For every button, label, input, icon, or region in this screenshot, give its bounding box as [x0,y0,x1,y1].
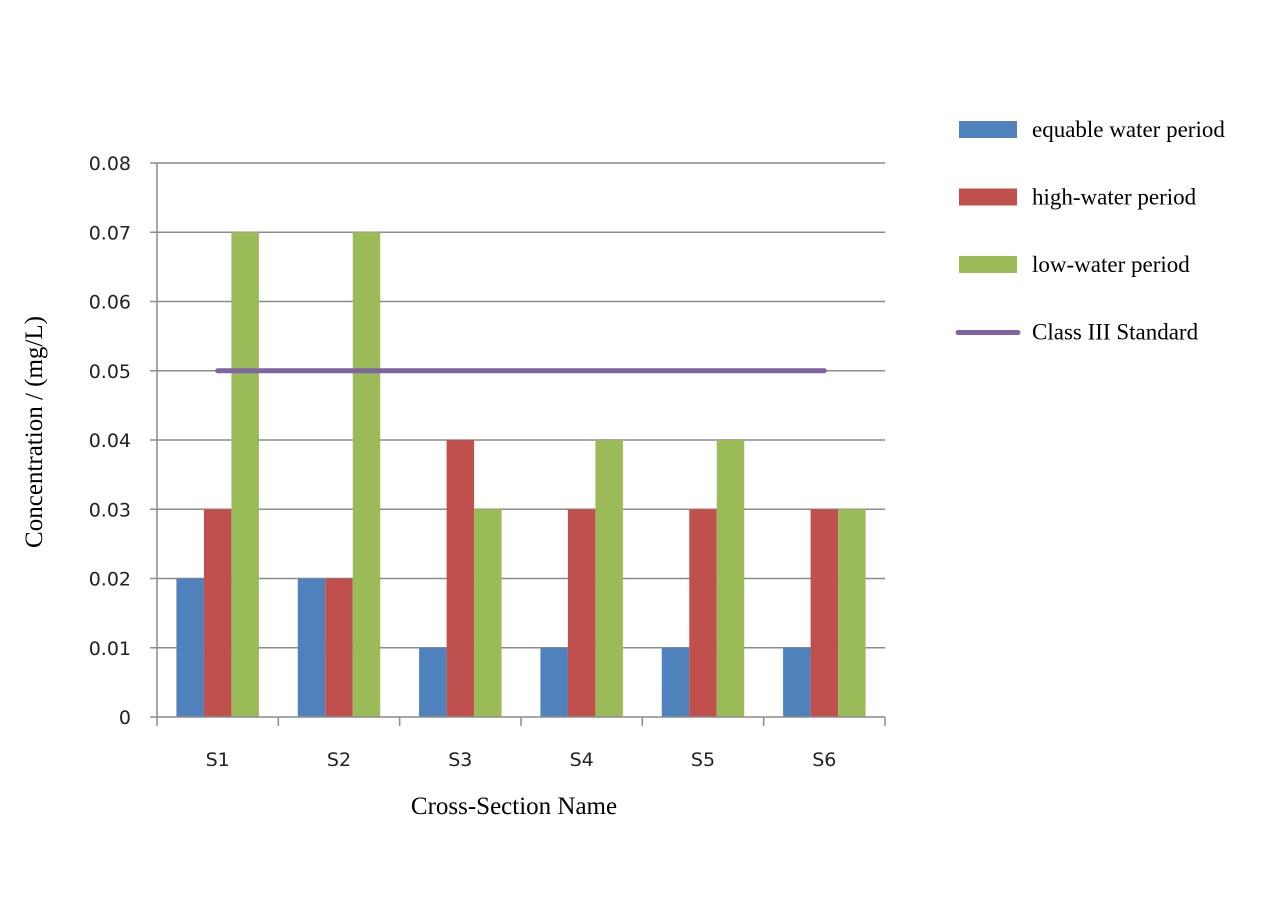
x-tick-labels: S1 S2 S3 S4 S5 S6 [206,749,837,771]
bar [689,509,717,717]
x-tick-label: S6 [812,749,836,771]
x-tick-label: S5 [691,749,715,771]
bar [595,440,623,717]
x-axis-title: Cross-Section Name [411,793,617,820]
legend-swatch [959,256,1017,273]
bar [352,232,381,717]
bar [325,578,353,717]
bar [176,578,204,717]
bar [540,647,568,717]
legend-label: equable water period [1032,117,1225,142]
y-tick-label: 0.03 [89,499,131,521]
x-tick-label: S4 [570,749,594,771]
bar [231,232,259,717]
y-tick-label: 0 [119,707,131,729]
gridlines [157,162,885,649]
legend: equable water period high-water period low… [955,117,1225,345]
bar [838,509,866,717]
bar [419,647,447,717]
x-tick-label: S1 [206,749,230,771]
y-tick-label: 0.07 [89,222,131,244]
bar [716,440,745,717]
y-tick-label: 0.01 [89,638,131,660]
bar [810,509,839,717]
y-tick-label: 0.05 [89,361,131,383]
x-tick-label: S3 [448,749,472,771]
y-tick-label: 0.02 [89,569,131,591]
y-tick-label: 0.06 [89,292,131,314]
legend-label: low-water period [1032,252,1190,277]
x-tick-label: S2 [327,749,351,771]
y-tick-labels: 0 0.01 0.02 0.03 0.04 0.05 0.06 0.07 0.08 [89,153,131,729]
legend-swatch [959,188,1017,206]
legend-label: Class III Standard [1032,320,1199,345]
bar [474,509,502,717]
bar [661,647,690,717]
bar [446,440,475,717]
legend-swatch [959,121,1017,138]
bar [783,647,811,717]
y-tick-label: 0.04 [89,430,131,452]
axes [150,162,886,726]
bar [203,509,232,717]
y-axis-title: Concentration / (mg/L) [21,316,48,548]
bars [176,232,866,717]
legend-label: high-water period [1032,185,1197,210]
bar [297,578,326,717]
y-tick-label: 0.08 [89,153,131,175]
bar [567,509,596,717]
